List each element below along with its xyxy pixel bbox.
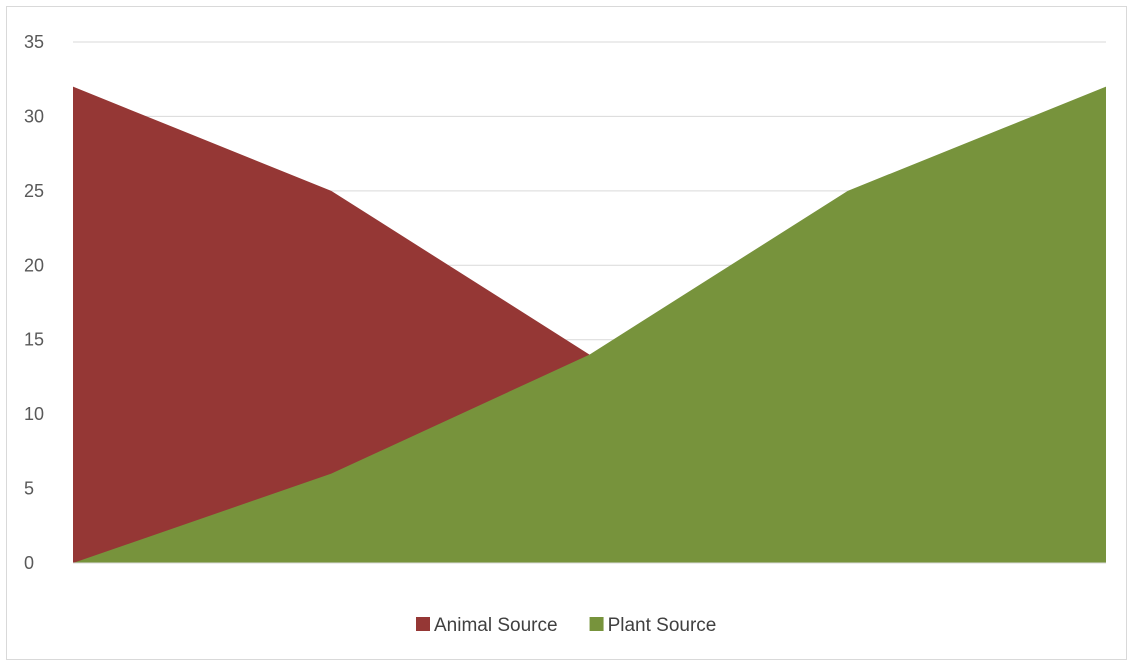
- area-series-animal-source: [73, 86, 1106, 564]
- legend-label-plant-source: Plant Source: [608, 615, 717, 636]
- y-tick-label-0: 0: [24, 553, 34, 573]
- y-tick-label-20: 20: [24, 255, 44, 275]
- legend-swatch-plant-source: [589, 617, 604, 631]
- y-tick-label-5: 5: [24, 479, 34, 499]
- plot-areas: [73, 86, 1106, 564]
- y-tick-label-35: 35: [24, 32, 44, 52]
- legend: Animal Source Plant Source: [416, 615, 716, 636]
- y-tick-label-15: 15: [24, 330, 44, 350]
- y-axis: 0 5 10 15 20 25 30 35: [24, 32, 44, 573]
- legend-label-animal-source: Animal Source: [434, 615, 558, 636]
- y-tick-label-10: 10: [24, 404, 44, 424]
- y-tick-label-30: 30: [24, 106, 44, 126]
- legend-swatch-animal-source: [416, 617, 430, 631]
- y-tick-label-25: 25: [24, 181, 44, 201]
- area-series-plant-source: [73, 86, 1106, 564]
